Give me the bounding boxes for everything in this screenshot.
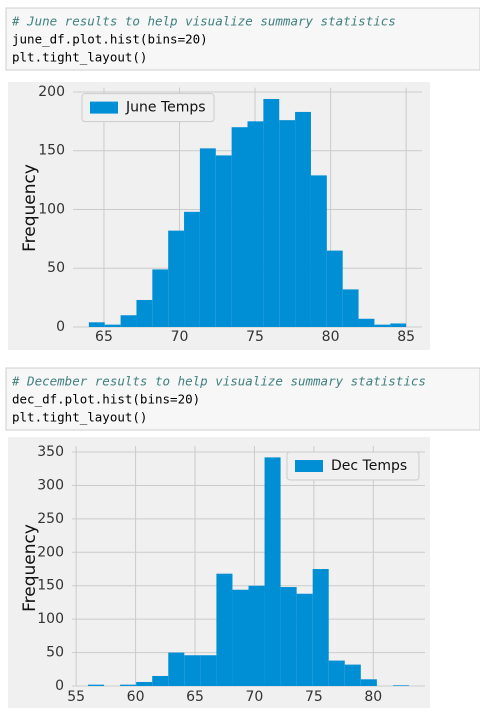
histogram-bar [231,127,248,328]
histogram-bar [184,211,200,327]
histogram-bar [184,655,201,686]
legend-box [286,451,420,481]
histogram-bar [344,664,361,686]
histogram-bar [136,681,153,686]
histogram-bar [88,684,105,686]
y-tick-label: 0 [55,678,64,694]
x-tick-label: 80 [364,689,382,705]
histogram-bar [279,120,296,328]
histogram-bar [295,111,311,328]
x-tick-label: 70 [246,689,264,705]
histogram-bar [215,155,232,327]
y-tick-label: 350 [37,444,64,460]
histogram-bar [199,148,216,327]
x-tick-label: 80 [322,329,340,345]
x-tick-label: 65 [95,329,113,345]
x-tick-label: 85 [397,329,415,345]
legend-swatch [90,101,118,114]
x-tick-label: 70 [171,329,189,345]
histogram-bar [168,652,185,686]
histogram-bar [358,318,375,327]
histogram-bar [312,569,329,686]
code-line: plt.tight_layout() [12,50,147,65]
histogram-bar [264,457,281,686]
code-cell [5,7,480,71]
histogram-bar [326,250,343,327]
y-tick-label: 150 [38,143,65,159]
y-tick-label: 100 [38,201,65,217]
histogram-bar [328,660,345,686]
y-tick-label: 250 [37,511,64,527]
histogram-bar [200,655,217,686]
histogram-bar [232,589,249,686]
histogram-bar [216,573,233,686]
legend-label: Dec Temps [331,458,407,474]
y-tick-label: 0 [56,319,65,335]
legend-label: June Temps [125,100,206,116]
y-tick-label: 150 [37,578,64,594]
histogram-bar [247,121,264,327]
histogram-bar [342,289,359,327]
legend-box [81,93,215,123]
y-axis-label: Frequency [20,524,40,612]
histogram-bar [152,675,169,686]
histogram-bar [296,593,313,686]
code-line: dec_df.plot.hist(bins=20) [12,392,200,407]
histogram-bar [392,685,409,686]
histogram-bar [120,684,137,686]
histogram-bar [88,322,105,327]
x-tick-label: 75 [305,689,323,705]
y-tick-label: 200 [38,84,65,100]
histogram-bar [280,587,297,686]
y-axis-label: Frequency [20,164,40,252]
histogram-bar [374,324,391,327]
histogram-bar [104,324,121,327]
histogram-bar [310,175,327,327]
y-tick-label: 50 [47,260,65,276]
histogram-bar [120,315,137,327]
x-tick-label: 60 [127,689,145,705]
y-tick-label: 100 [37,611,64,627]
histogram-bar [152,269,169,327]
x-tick-label: 55 [67,689,85,705]
histogram-bar [168,230,185,327]
x-tick-label: 75 [246,329,264,345]
code-line: # December results to help visualize sum… [11,374,426,389]
histogram-bar [360,679,377,686]
histogram-bar [136,299,153,327]
histogram-bar [263,99,280,327]
legend-swatch [295,460,323,472]
histogram-bar [390,323,407,327]
code-line: plt.tight_layout() [12,410,147,425]
x-tick-label: 65 [186,689,204,705]
code-line: # June results to help visualize summary… [11,14,396,29]
code-line: june_df.plot.hist(bins=20) [12,32,208,47]
code-cell [5,367,480,431]
y-tick-label: 300 [37,477,64,493]
y-tick-label: 50 [46,645,64,661]
y-tick-label: 200 [37,544,64,560]
histogram-bar [248,585,265,686]
